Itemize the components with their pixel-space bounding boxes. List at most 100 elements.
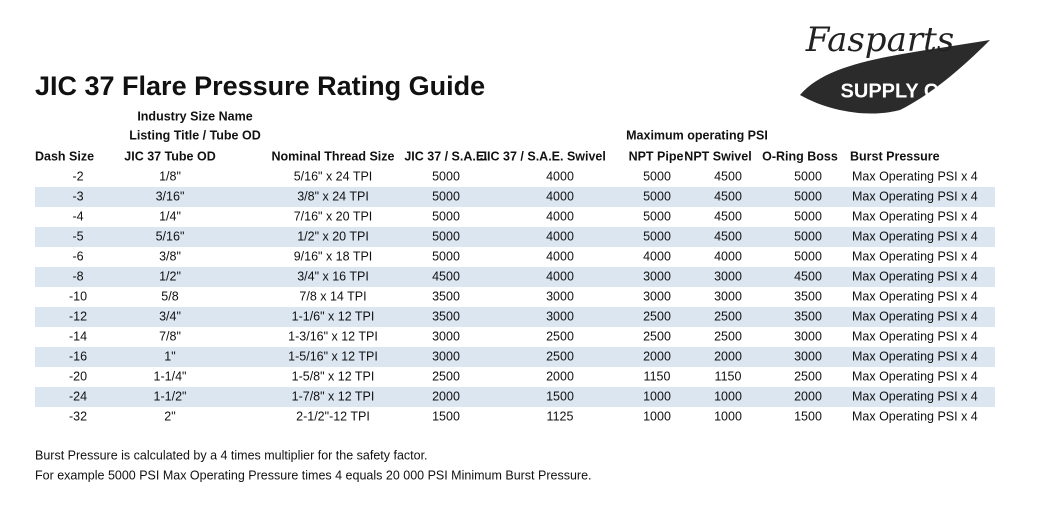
- cell: 5000: [794, 169, 822, 183]
- column-header: Dash Size: [35, 149, 94, 163]
- cell: Max Operating PSI x 4: [852, 389, 978, 403]
- cell: 3500: [432, 309, 460, 323]
- cell: -32: [69, 409, 87, 423]
- cell: -24: [69, 389, 87, 403]
- group-header: Maximum operating PSI: [626, 128, 768, 142]
- cell: 4500: [714, 169, 742, 183]
- cell: 1000: [643, 389, 671, 403]
- cell: Max Operating PSI x 4: [852, 369, 978, 383]
- cell: 3500: [794, 309, 822, 323]
- cell: 5000: [432, 189, 460, 203]
- cell: 3000: [432, 329, 460, 343]
- cell: 2000: [643, 349, 671, 363]
- cell: 3/16": [156, 189, 185, 203]
- logo-name: Fasparts: [805, 20, 954, 60]
- cell: 4000: [546, 229, 574, 243]
- cell: 5000: [432, 169, 460, 183]
- cell: 3/8": [159, 249, 181, 263]
- cell: -14: [69, 329, 87, 343]
- cell: Max Operating PSI x 4: [852, 189, 978, 203]
- cell: Max Operating PSI x 4: [852, 169, 978, 183]
- cell: -4: [72, 209, 83, 223]
- cell: 1500: [546, 389, 574, 403]
- cell: 5000: [794, 189, 822, 203]
- cell: 5000: [794, 209, 822, 223]
- cell: 3/8" x 24 TPI: [297, 189, 369, 203]
- cell: 1-5/8" x 12 TPI: [292, 369, 375, 383]
- cell: 3000: [794, 329, 822, 343]
- cell: 5/16" x 24 TPI: [294, 169, 373, 183]
- cell: 3000: [643, 289, 671, 303]
- cell: Max Operating PSI x 4: [852, 269, 978, 283]
- cell: 4500: [794, 269, 822, 283]
- cell: 1150: [715, 369, 742, 383]
- cell: 1150: [644, 369, 671, 383]
- cell: 1500: [432, 409, 460, 423]
- cell: 1000: [714, 389, 742, 403]
- row-shade: [35, 267, 995, 287]
- cell: 4500: [714, 229, 742, 243]
- cell: 2500: [546, 329, 574, 343]
- cell: 3000: [432, 349, 460, 363]
- row-shade: [35, 187, 995, 207]
- cell: 1-5/16" x 12 TPI: [288, 349, 378, 363]
- cell: 7/8 x 14 TPI: [299, 289, 366, 303]
- cell: 1/2": [159, 269, 181, 283]
- cell: Max Operating PSI x 4: [852, 329, 978, 343]
- cell: 5000: [643, 169, 671, 183]
- cell: 4000: [643, 249, 671, 263]
- cell: 2000: [432, 389, 460, 403]
- cell: 5000: [432, 209, 460, 223]
- cell: -10: [69, 289, 87, 303]
- cell: 2500: [643, 309, 671, 323]
- cell: Max Operating PSI x 4: [852, 409, 978, 423]
- cell: -8: [72, 269, 83, 283]
- cell: 9/16" x 18 TPI: [294, 249, 373, 263]
- logo: Fasparts SUPPLY CO.: [800, 20, 990, 114]
- cell: 3/4" x 16 TPI: [297, 269, 369, 283]
- column-header: NPT Swivel: [684, 149, 751, 163]
- cell: 2500: [432, 369, 460, 383]
- cell: 3000: [643, 269, 671, 283]
- cell: 5/16": [156, 229, 185, 243]
- cell: 4000: [546, 269, 574, 283]
- cell: 1-1/6" x 12 TPI: [292, 309, 375, 323]
- group-header: Listing Title / Tube OD: [129, 128, 260, 142]
- cell: -12: [69, 309, 87, 323]
- cell: 2500: [546, 349, 574, 363]
- column-header: Burst Pressure: [850, 149, 940, 163]
- cell: 1-1/2": [154, 389, 187, 403]
- cell: 1/4": [159, 209, 181, 223]
- column-header: NPT Pipe: [629, 149, 684, 163]
- cell: 4500: [432, 269, 460, 283]
- cell: 4000: [546, 169, 574, 183]
- cell: 3000: [794, 349, 822, 363]
- column-header: O-Ring Boss: [762, 149, 838, 163]
- cell: 4000: [546, 249, 574, 263]
- row-shade: [35, 307, 995, 327]
- cell: 1125: [547, 409, 574, 423]
- cell: 3/4": [159, 309, 181, 323]
- cell: 5000: [643, 189, 671, 203]
- cell: -6: [72, 249, 83, 263]
- cell: Max Operating PSI x 4: [852, 229, 978, 243]
- column-header: JIC 37 / S.A.E.: [404, 149, 487, 163]
- cell: 2500: [714, 329, 742, 343]
- cell: Max Operating PSI x 4: [852, 249, 978, 263]
- cell: 4000: [714, 249, 742, 263]
- cell: 2000: [714, 349, 742, 363]
- logo-swoosh: [800, 40, 990, 114]
- cell: 4500: [714, 209, 742, 223]
- cell: Max Operating PSI x 4: [852, 349, 978, 363]
- cell: 2-1/2"-12 TPI: [296, 409, 370, 423]
- cell: 1-1/4": [154, 369, 187, 383]
- cell: 5000: [794, 229, 822, 243]
- note: For example 5000 PSI Max Operating Press…: [35, 468, 592, 482]
- cell: 7/16" x 20 TPI: [294, 209, 373, 223]
- cell: 3000: [546, 289, 574, 303]
- cell: -2: [72, 169, 83, 183]
- cell: -5: [72, 229, 83, 243]
- cell: 7/8": [159, 329, 181, 343]
- cell: Max Operating PSI x 4: [852, 309, 978, 323]
